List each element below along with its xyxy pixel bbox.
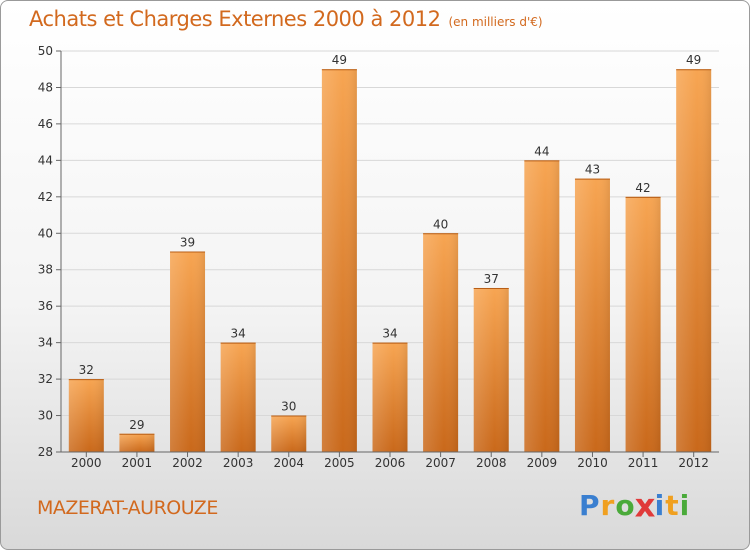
x-tick-label: 2002 [172, 456, 203, 470]
bar-shade [170, 251, 206, 452]
y-tick-label: 32 [38, 372, 53, 386]
y-tick-label: 42 [38, 190, 53, 204]
chart-title-text: Achats et Charges Externes 2000 à 2012 [29, 7, 441, 31]
bar-value-label: 43 [585, 163, 600, 177]
y-tick-label: 46 [38, 117, 53, 131]
bar-shade [372, 342, 408, 452]
logo-letter: i [654, 489, 666, 522]
x-tick-label: 2011 [628, 456, 659, 470]
bar-shade [524, 160, 560, 452]
x-tick-label: 2009 [527, 456, 558, 470]
x-tick-label: 2003 [223, 456, 254, 470]
bar-value-label: 34 [382, 327, 397, 341]
axes: 28 30 32 34 36 38 40 42 44 46 48 50 2000 2001 2002 2003… [38, 44, 719, 470]
x-tick-label: 2005 [324, 456, 355, 470]
logo-letter: o [615, 489, 636, 522]
bar-shade [271, 415, 307, 452]
bar-value-label: 44 [534, 144, 549, 158]
bar-value-label: 29 [129, 418, 144, 432]
bar-shade [625, 196, 661, 452]
x-tick-label: 2012 [678, 456, 709, 470]
chart-subtitle: (en milliers d'€) [448, 15, 543, 29]
bar-shade [220, 342, 256, 452]
y-tick-label: 36 [38, 299, 53, 313]
y-tick-label: 48 [38, 80, 53, 94]
x-tick-label: 2006 [375, 456, 406, 470]
bar-value-label: 37 [484, 272, 499, 286]
y-tick-label: 50 [38, 44, 53, 58]
bar-value-label: 49 [686, 53, 701, 67]
bar-value-label: 30 [281, 400, 296, 414]
logo-letter: P [579, 489, 601, 522]
logo-letter: t [665, 489, 680, 522]
bar-value-label: 32 [79, 363, 94, 377]
bar-shade [676, 69, 712, 453]
x-tick-label: 2007 [425, 456, 456, 470]
y-tick-label: 30 [38, 409, 53, 423]
bars: 32 29 39 34 30 49 34 40 37 44 43 42 49 [68, 53, 712, 453]
bar-shade [423, 233, 459, 452]
y-tick-label: 38 [38, 263, 53, 277]
x-tick-label: 2010 [577, 456, 608, 470]
y-tick-label: 34 [38, 336, 53, 350]
logo-letter: i [679, 489, 691, 522]
bar-shade [473, 287, 509, 452]
x-tick-label: 2001 [122, 456, 153, 470]
proxiti-logo: Proxiti [579, 486, 691, 525]
x-tick-label: 2000 [71, 456, 102, 470]
bar-value-label: 40 [433, 217, 448, 231]
bar-shade [119, 433, 155, 452]
bar-value-label: 49 [332, 53, 347, 67]
y-tick-label: 28 [38, 445, 53, 459]
bar-value-label: 39 [180, 236, 195, 250]
logo-letter: r [600, 489, 616, 522]
logo-letter: x [634, 486, 657, 525]
commune-name: MAZERAT-AUROUZE [37, 497, 218, 519]
y-tick-label: 44 [38, 153, 53, 167]
bar-value-label: 42 [635, 181, 650, 195]
bar-shade [574, 178, 610, 452]
chart-title: Achats et Charges Externes 2000 à 2012 (e… [29, 7, 543, 31]
bar-shade [68, 379, 104, 452]
x-tick-label: 2004 [273, 456, 304, 470]
bar-value-label: 34 [231, 327, 246, 341]
y-tick-label: 40 [38, 226, 53, 240]
bar-shade [321, 69, 357, 453]
x-tick-label: 2008 [476, 456, 507, 470]
